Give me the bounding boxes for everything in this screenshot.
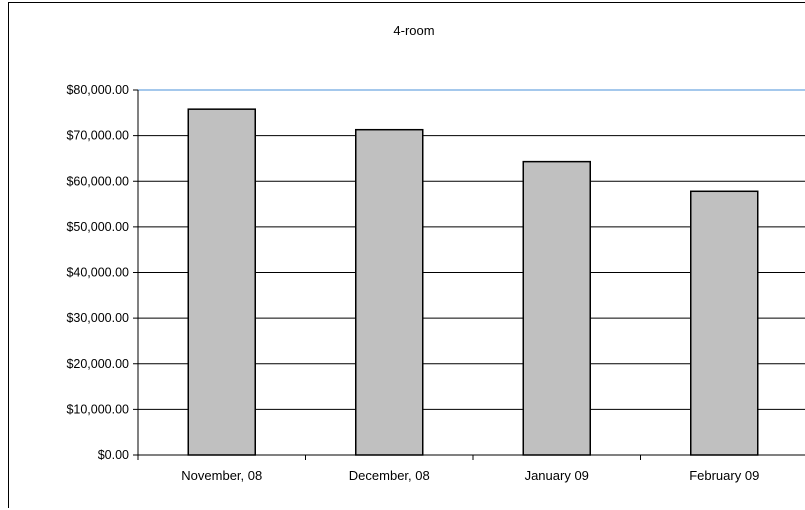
bars	[187, 108, 759, 456]
bar	[690, 190, 759, 456]
chart-title: 4-room	[393, 23, 434, 38]
y-tick-label: $70,000.00	[66, 129, 129, 143]
y-tick-label: $0.00	[98, 448, 129, 462]
bar	[187, 108, 256, 456]
x-tick-labels: November, 08 December, 08 January 09 Februa…	[181, 468, 759, 483]
y-tick-label: $80,000.00	[66, 83, 129, 97]
x-tick-label: November, 08	[181, 468, 262, 483]
y-tick-label: $30,000.00	[66, 311, 129, 325]
x-tick-label: January 09	[525, 468, 589, 483]
y-tick-label: $20,000.00	[66, 357, 129, 371]
bar-chart: 4-room $0.00 $10,000.00 $20,000.00 $30,000.…	[66, 23, 805, 483]
chart-frame: 4-room $0.00 $10,000.00 $20,000.00 $30,000.…	[8, 2, 805, 508]
x-tick-label: December, 08	[349, 468, 430, 483]
y-tick-label: $40,000.00	[66, 266, 129, 280]
y-tick-label: $60,000.00	[66, 174, 129, 188]
x-tick-label: February 09	[689, 468, 759, 483]
y-tick-label: $50,000.00	[66, 220, 129, 234]
y-tick-labels: $0.00 $10,000.00 $20,000.00 $30,000.00 $40,0…	[66, 83, 129, 462]
bar	[522, 160, 591, 456]
bar	[355, 128, 424, 456]
axes	[133, 89, 805, 460]
y-tick-label: $10,000.00	[66, 402, 129, 416]
